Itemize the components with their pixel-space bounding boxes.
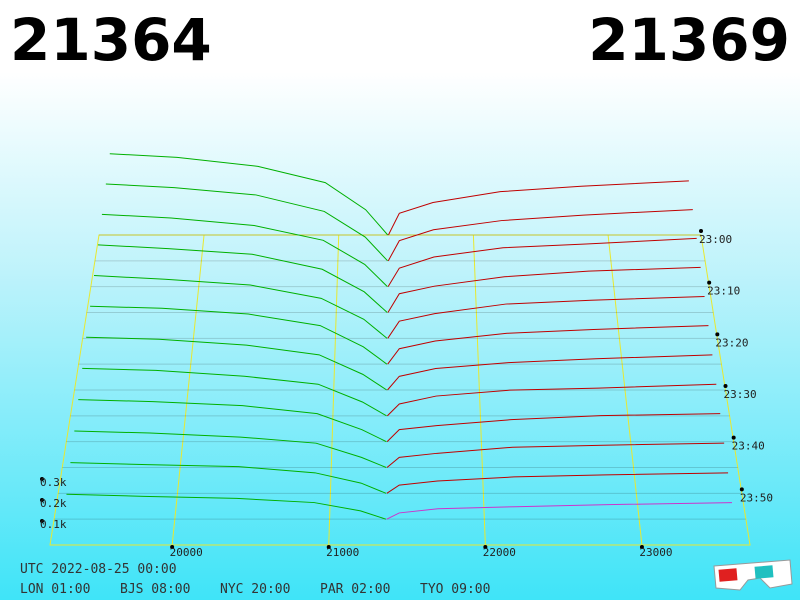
x-tick-label: 22000 xyxy=(483,546,516,559)
tick-mark xyxy=(40,519,44,523)
ask-depth-line xyxy=(387,354,713,391)
time-tick-label: 23:50 xyxy=(740,491,773,504)
ask-depth-line xyxy=(387,325,709,365)
z-tick-label: 0.1k xyxy=(40,518,67,531)
x-tick-label: 20000 xyxy=(170,546,203,559)
bid-depth-line xyxy=(90,305,388,365)
3d-glasses-icon xyxy=(713,559,793,591)
bid-depth-line xyxy=(74,430,387,468)
clock: TYO 09:00 xyxy=(420,582,490,597)
bid-depth-line xyxy=(105,183,388,262)
tick-mark xyxy=(699,229,703,233)
grid-line xyxy=(171,234,205,546)
bid-depth-line xyxy=(109,153,389,236)
tick-mark xyxy=(326,545,331,549)
clock: BJS 08:00 xyxy=(120,582,190,597)
tick-mark xyxy=(739,487,744,492)
ask-depth-line xyxy=(386,502,732,520)
ask-depth-line xyxy=(387,180,689,236)
bid-depth-line xyxy=(86,336,388,391)
clock: LON 01:00 xyxy=(20,582,90,597)
bid-depth-line xyxy=(93,275,388,339)
z-tick-label: 0.2k xyxy=(40,497,67,510)
ask-depth-line xyxy=(386,413,721,443)
ask-depth-line xyxy=(386,383,717,417)
ask-depth-line xyxy=(387,266,701,313)
time-tick-label: 23:00 xyxy=(699,233,732,246)
floor xyxy=(49,234,751,546)
tick-mark xyxy=(170,545,175,549)
time-tick-label: 23:10 xyxy=(707,285,740,298)
tick-mark xyxy=(40,477,44,481)
tick-mark xyxy=(707,280,712,285)
date-label: UTC 2022-08-25 00:00 xyxy=(20,562,177,577)
x-tick-label: 23000 xyxy=(639,546,672,559)
z-tick-label: 0.3k xyxy=(40,476,67,489)
clock: PAR 02:00 xyxy=(320,582,390,597)
ask-depth-line xyxy=(386,442,725,468)
bid-depth-line xyxy=(66,493,387,520)
time-tick-label: 23:20 xyxy=(715,336,748,349)
tick-mark xyxy=(483,545,488,549)
time-tick-label: 23:40 xyxy=(732,440,765,453)
grid-line xyxy=(472,234,486,546)
ask-depth-line xyxy=(387,237,697,287)
tick-mark xyxy=(40,498,44,502)
tick-mark xyxy=(731,435,736,440)
tick-mark xyxy=(715,332,720,337)
x-tick-label: 21000 xyxy=(326,546,359,559)
ask-depth-line xyxy=(386,472,729,494)
ask-depth-line xyxy=(387,295,705,339)
bid-depth-line xyxy=(78,399,387,443)
grid-line xyxy=(607,234,643,546)
bid-depth-line xyxy=(70,462,387,494)
tick-mark xyxy=(639,545,644,549)
bid-depth-line xyxy=(101,213,388,288)
bid-depth-line xyxy=(97,244,388,313)
ask-price: 21369 xyxy=(588,6,790,74)
ask-depth-line xyxy=(387,209,693,262)
bid-depth-line xyxy=(82,367,387,417)
tick-mark xyxy=(723,384,728,388)
clock: NYC 20:00 xyxy=(220,582,290,597)
bid-price: 21364 xyxy=(10,6,212,74)
time-tick-label: 23:30 xyxy=(724,388,757,401)
